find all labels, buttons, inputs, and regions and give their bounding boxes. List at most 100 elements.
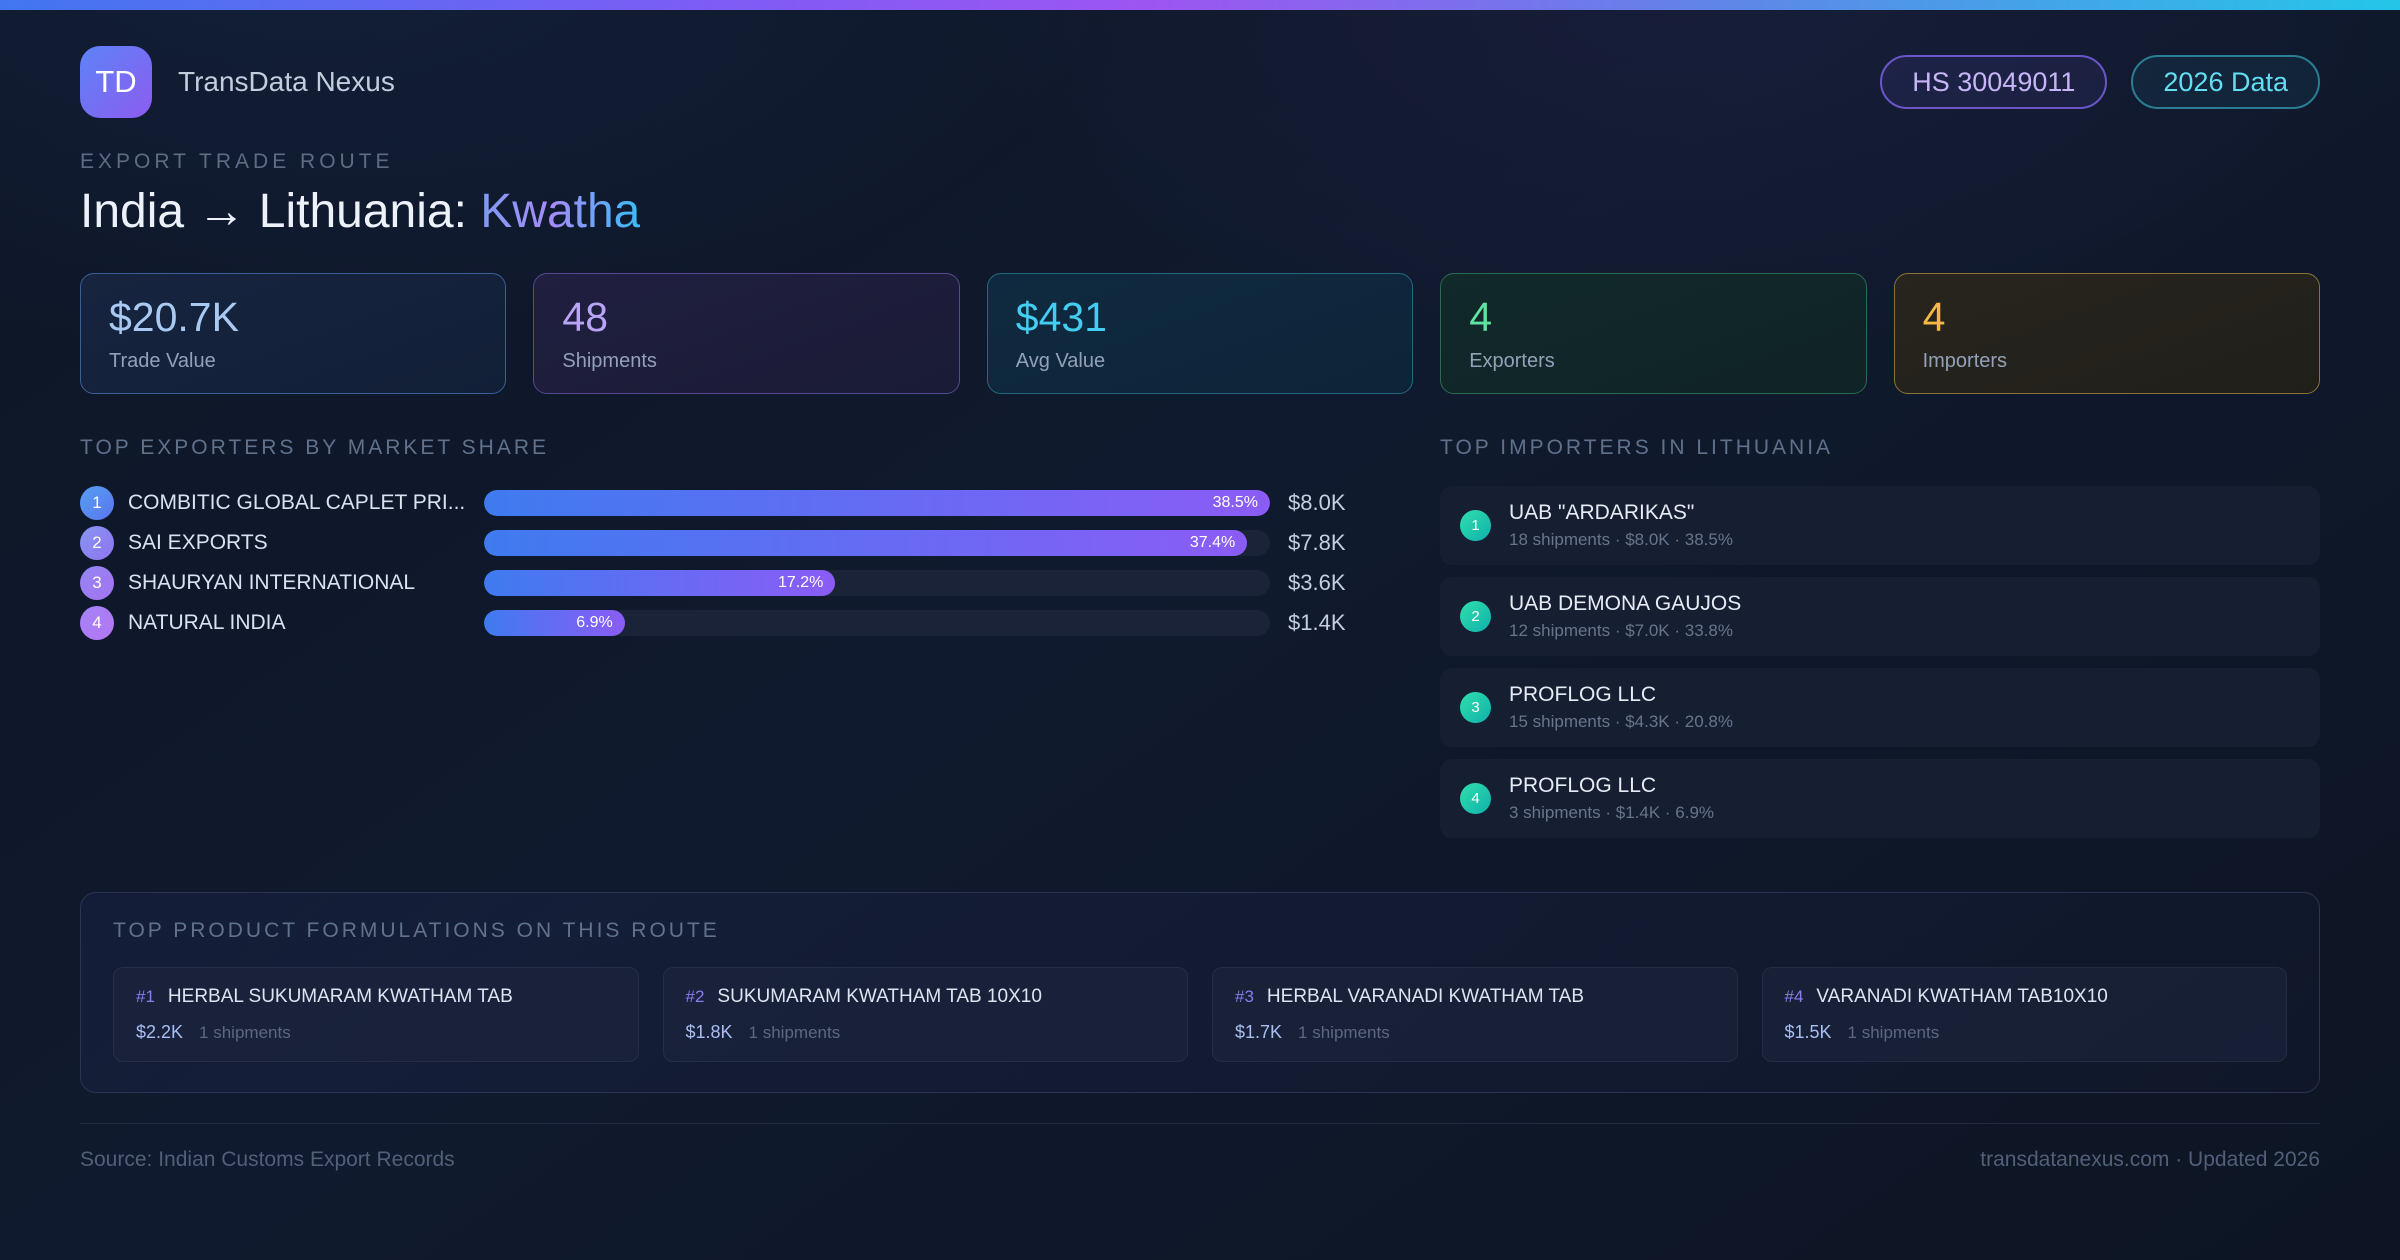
- share-bar-track: 38.5%: [484, 490, 1270, 516]
- product-shipments: 1 shipments: [1847, 1023, 1940, 1042]
- product-name: SUKUMARAM KWATHAM TAB 10X10: [717, 986, 1042, 1007]
- stat-card-exporters: 4 Exporters: [1440, 273, 1867, 394]
- product-shipments: 1 shipments: [748, 1023, 841, 1042]
- page-kicker: EXPORT TRADE ROUTE: [80, 150, 394, 173]
- importer-info: UAB "ARDARIKAS" 18 shipments · $8.0K · 3…: [1509, 501, 1733, 550]
- importer-card: 3 PROFLOG LLC 15 shipments · $4.3K · 20.…: [1440, 668, 2320, 747]
- exporter-row: 2 SAI EXPORTS 37.4% $7.8K: [80, 526, 1376, 560]
- stat-card-shipments: 48 Shipments: [533, 273, 960, 394]
- importer-name: PROFLOG LLC: [1509, 774, 1657, 797]
- rank-badge: 1: [1460, 510, 1491, 541]
- importer-name: UAB DEMONA GAUJOS: [1509, 592, 1742, 615]
- stat-value: $431: [1015, 294, 1108, 340]
- page-footer: Source: Indian Customs Export Records tr…: [80, 1123, 2320, 1172]
- product-card: #4 VARANADI KWATHAM TAB10X10 $1.5K 1 shi…: [1761, 967, 2287, 1062]
- source-text: Source: Indian Customs Export Records: [80, 1148, 455, 1171]
- importer-name: PROFLOG LLC: [1509, 683, 1657, 706]
- product-card: #2 SUKUMARAM KWATHAM TAB 10X10 $1.8K 1 s…: [662, 967, 1188, 1062]
- product-card: #3 HERBAL VARANADI KWATHAM TAB $1.7K 1 s…: [1212, 967, 1738, 1062]
- app-logo: TD: [80, 46, 152, 118]
- product-name: VARANADI KWATHAM TAB10X10: [1816, 986, 2108, 1007]
- product-header: #3 HERBAL VARANADI KWATHAM TAB: [1235, 986, 1715, 1008]
- product-shipments: 1 shipments: [1298, 1023, 1390, 1042]
- importers-section: TOP IMPORTERS IN LITHUANIA 1 UAB "ARDARI…: [1440, 436, 2320, 850]
- importer-info: PROFLOG LLC 3 shipments · $1.4K · 6.9%: [1509, 774, 1714, 823]
- product-rank: #1: [136, 987, 155, 1006]
- exporter-name: COMBITIC GLOBAL CAPLET PRI...: [128, 491, 466, 514]
- exporters-list: 1 COMBITIC GLOBAL CAPLET PRI... 38.5% $8…: [80, 486, 1376, 640]
- products-grid: #1 HERBAL SUKUMARAM KWATHAM TAB $2.2K 1 …: [113, 967, 2287, 1062]
- exporter-row: 3 SHAURYAN INTERNATIONAL 17.2% $3.6K: [80, 566, 1376, 600]
- stat-value: 4: [1469, 294, 1492, 340]
- product-value: $1.7K: [1235, 1022, 1283, 1042]
- stat-label: Trade Value: [109, 350, 216, 372]
- header-badges: HS 30049011 2026 Data: [1880, 55, 2320, 109]
- year-data-badge[interactable]: 2026 Data: [2131, 55, 2320, 109]
- importer-card: 1 UAB "ARDARIKAS" 18 shipments · $8.0K ·…: [1440, 486, 2320, 565]
- page-title-route: India → Lithuania:: [80, 185, 481, 238]
- products-heading: TOP PRODUCT FORMULATIONS ON THIS ROUTE: [113, 919, 720, 942]
- share-bar-track: 6.9%: [484, 610, 1270, 636]
- stat-value: $20.7K: [109, 294, 239, 340]
- exporter-row: 1 COMBITIC GLOBAL CAPLET PRI... 38.5% $8…: [80, 486, 1376, 520]
- share-bar-fill: 38.5%: [484, 490, 1270, 516]
- share-percent-label: 37.4%: [1189, 534, 1236, 551]
- product-rank: #2: [685, 987, 705, 1006]
- product-value: $1.5K: [1784, 1022, 1832, 1042]
- importers-heading: TOP IMPORTERS IN LITHUANIA: [1440, 436, 1834, 459]
- product-card: #1 HERBAL SUKUMARAM KWATHAM TAB $2.2K 1 …: [113, 967, 639, 1062]
- exporter-name: NATURAL INDIA: [128, 611, 286, 634]
- main-columns: TOP EXPORTERS BY MARKET SHARE 1 COMBITIC…: [80, 436, 2320, 850]
- stat-card-trade-value: $20.7K Trade Value: [80, 273, 507, 394]
- importer-card: 4 PROFLOG LLC 3 shipments · $1.4K · 6.9%: [1440, 759, 2320, 838]
- stat-label: Exporters: [1469, 350, 1555, 372]
- stat-value: 4: [1922, 294, 1946, 340]
- importer-meta: 15 shipments · $4.3K · 20.8%: [1509, 712, 1733, 731]
- product-header: #4 VARANADI KWATHAM TAB10X10: [1785, 986, 2265, 1008]
- importer-info: PROFLOG LLC 15 shipments · $4.3K · 20.8%: [1509, 683, 1733, 732]
- hs-code-badge[interactable]: HS 30049011: [1880, 55, 2108, 109]
- product-name: HERBAL SUKUMARAM KWATHAM TAB: [167, 986, 513, 1007]
- importer-meta: 12 shipments · $7.0K · 33.8%: [1509, 621, 1733, 640]
- importer-card: 2 UAB DEMONA GAUJOS 12 shipments · $7.0K…: [1440, 577, 2320, 656]
- product-rank: #4: [1784, 987, 1804, 1006]
- rank-badge: 2: [1460, 601, 1491, 632]
- exporter-name: SAI EXPORTS: [128, 531, 268, 554]
- exporter-value: $1.4K: [1288, 610, 1346, 635]
- exporter-value: $8.0K: [1288, 490, 1346, 515]
- share-bar-track: 17.2%: [484, 570, 1270, 596]
- product-value: $2.2K: [136, 1022, 184, 1042]
- stats-row: $20.7K Trade Value 48 Shipments $431 Avg…: [80, 273, 2320, 394]
- page-title: India → Lithuania: Kwatha: [80, 184, 2320, 239]
- product-shipments: 1 shipments: [199, 1023, 291, 1042]
- exporters-heading: TOP EXPORTERS BY MARKET SHARE: [80, 436, 550, 459]
- importer-name: UAB "ARDARIKAS": [1509, 501, 1695, 524]
- share-bar-track: 37.4%: [484, 530, 1270, 556]
- product-value: $1.8K: [685, 1022, 733, 1042]
- exporter-name: SHAURYAN INTERNATIONAL: [128, 571, 416, 594]
- exporter-row: 4 NATURAL INDIA 6.9% $1.4K: [80, 606, 1376, 640]
- importer-meta: 3 shipments · $1.4K · 6.9%: [1509, 803, 1715, 822]
- product-name: HERBAL VARANADI KWATHAM TAB: [1266, 986, 1584, 1007]
- rank-badge: 3: [80, 566, 114, 600]
- stat-label: Shipments: [562, 350, 657, 372]
- exporter-value: $7.8K: [1288, 530, 1346, 555]
- page: TD TransData Nexus HS 30049011 2026 Data…: [0, 46, 2400, 1172]
- top-accent-bar: [0, 0, 2400, 10]
- product-header: #2 SUKUMARAM KWATHAM TAB 10X10: [686, 986, 1166, 1008]
- exporters-section: TOP EXPORTERS BY MARKET SHARE 1 COMBITIC…: [80, 436, 1376, 646]
- exporter-value: $3.6K: [1288, 570, 1346, 595]
- page-title-product: Kwatha: [480, 185, 641, 238]
- stat-card-avg-value: $431 Avg Value: [986, 273, 1414, 394]
- app-header: TD TransData Nexus HS 30049011 2026 Data: [80, 46, 2320, 118]
- app-logo-monogram: TD: [95, 64, 137, 99]
- stat-label: Importers: [1922, 350, 2008, 372]
- product-rank: #3: [1235, 987, 1254, 1006]
- importers-list: 1 UAB "ARDARIKAS" 18 shipments · $8.0K ·…: [1440, 486, 2320, 838]
- share-bar-fill: 37.4%: [484, 530, 1248, 556]
- app-name: TransData Nexus: [178, 66, 395, 97]
- importer-info: UAB DEMONA GAUJOS 12 shipments · $7.0K ·…: [1509, 592, 1741, 641]
- product-stats: $1.7K 1 shipments: [1235, 1022, 1715, 1043]
- rank-badge: 4: [1460, 783, 1491, 814]
- stat-card-importers: 4 Importers: [1893, 273, 2320, 394]
